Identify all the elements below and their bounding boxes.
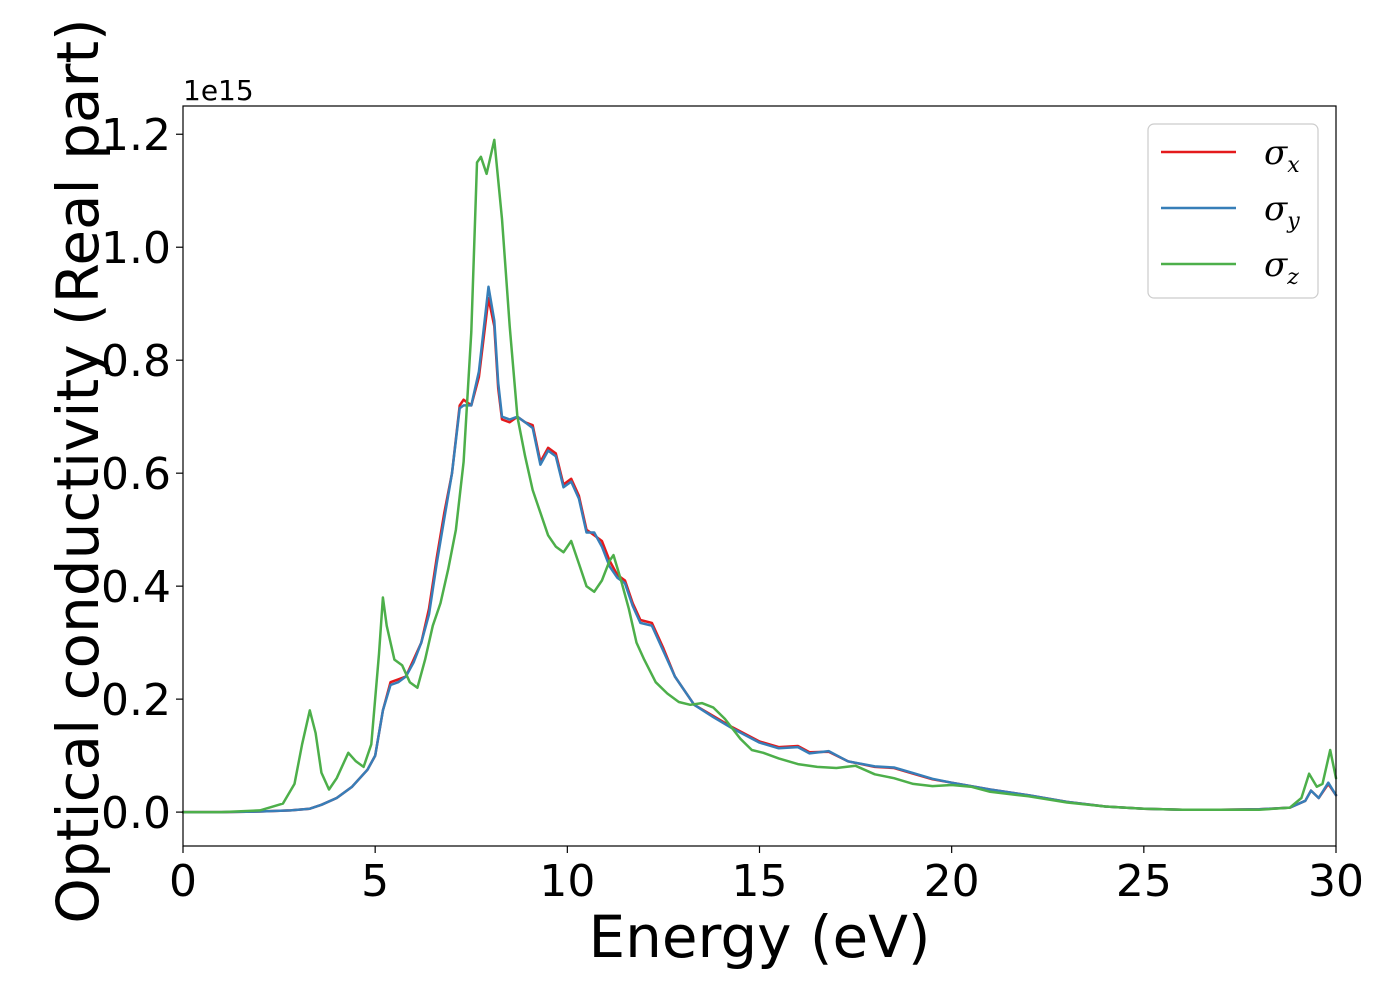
y-tick-label: 0.2 [101, 675, 171, 726]
x-tick-label: 30 [1308, 856, 1364, 907]
y-axis: 0.0 0.2 0.4 0.6 0.8 1.0 1.2 [101, 110, 183, 839]
x-axis-label: Energy (eV) [588, 903, 930, 971]
x-axis: 0 5 10 15 20 25 30 [169, 846, 1364, 907]
x-tick-label: 0 [169, 856, 197, 907]
y-tick-label: 0.8 [101, 336, 171, 387]
legend-label-z: σz [1264, 245, 1299, 290]
y-tick-label: 0.4 [101, 562, 171, 613]
y-tick-label: 0.0 [101, 788, 171, 839]
y-axis-label: Optical conductivity (Real part) [44, 18, 112, 923]
legend: σx σy σz [1147, 123, 1319, 299]
x-tick-label: 20 [924, 856, 980, 907]
x-tick-label: 10 [539, 856, 595, 907]
x-tick-label: 5 [361, 856, 389, 907]
legend-box [1147, 123, 1319, 299]
legend-label-y: σy [1264, 189, 1300, 234]
y-axis-offset-label: 1e15 [183, 74, 254, 107]
y-tick-label: 1.0 [101, 223, 171, 274]
legend-label-x: σx [1264, 133, 1300, 178]
series-line-z [181, 138, 1338, 814]
x-tick-label: 15 [732, 856, 788, 907]
x-tick-label: 25 [1116, 856, 1172, 907]
y-tick-label: 1.2 [101, 110, 171, 161]
series-line-y [181, 285, 1338, 814]
y-tick-label: 0.6 [101, 449, 171, 500]
series-lines [181, 138, 1338, 814]
